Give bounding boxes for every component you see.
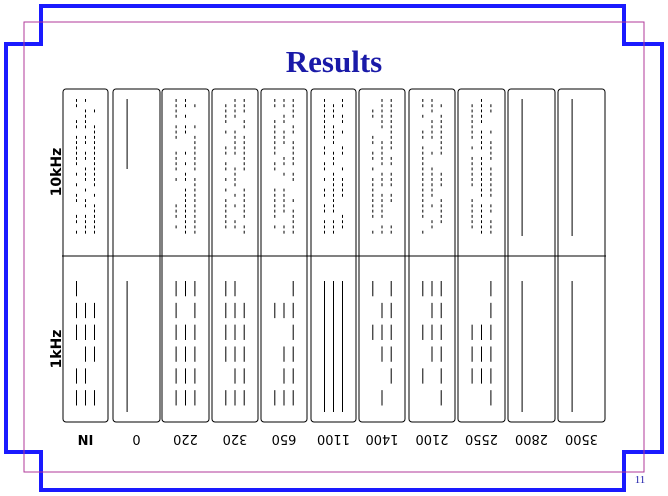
specimen-column-650: [260, 88, 308, 423]
column-label-2100: 2100: [415, 431, 449, 446]
specimen-column-2550: [457, 88, 506, 423]
column-label-3500: 3500: [564, 431, 599, 446]
slide-title: Results: [285, 44, 383, 79]
column-label-0: 0: [132, 431, 141, 446]
column-label-1400: 1400: [365, 431, 399, 446]
column-label-in: IN: [77, 431, 94, 446]
specimen-column-IN: [62, 88, 109, 423]
column-label-1100: 1100: [316, 431, 351, 446]
specimen-column-1400: [358, 88, 406, 423]
column-label-320: 320: [222, 431, 248, 446]
specimen-column-2800: [507, 88, 556, 423]
row-label-10khz: 10kHz: [49, 147, 65, 197]
specimen-column-0: [112, 88, 161, 423]
column-label-220: 220: [173, 431, 198, 446]
specimen-column-2100: [408, 88, 456, 423]
specimen-column-1100: [310, 88, 357, 423]
column-label-2800: 2800: [514, 431, 549, 446]
specimen-column-3500: [557, 88, 606, 423]
specimen-column-220: [161, 88, 210, 423]
specimen-column-320: [211, 88, 259, 423]
row-label-1khz: 1kHz: [49, 329, 65, 369]
column-label-2550: 2550: [464, 431, 499, 446]
column-label-650: 650: [271, 431, 297, 446]
page-number: 11: [634, 474, 646, 486]
